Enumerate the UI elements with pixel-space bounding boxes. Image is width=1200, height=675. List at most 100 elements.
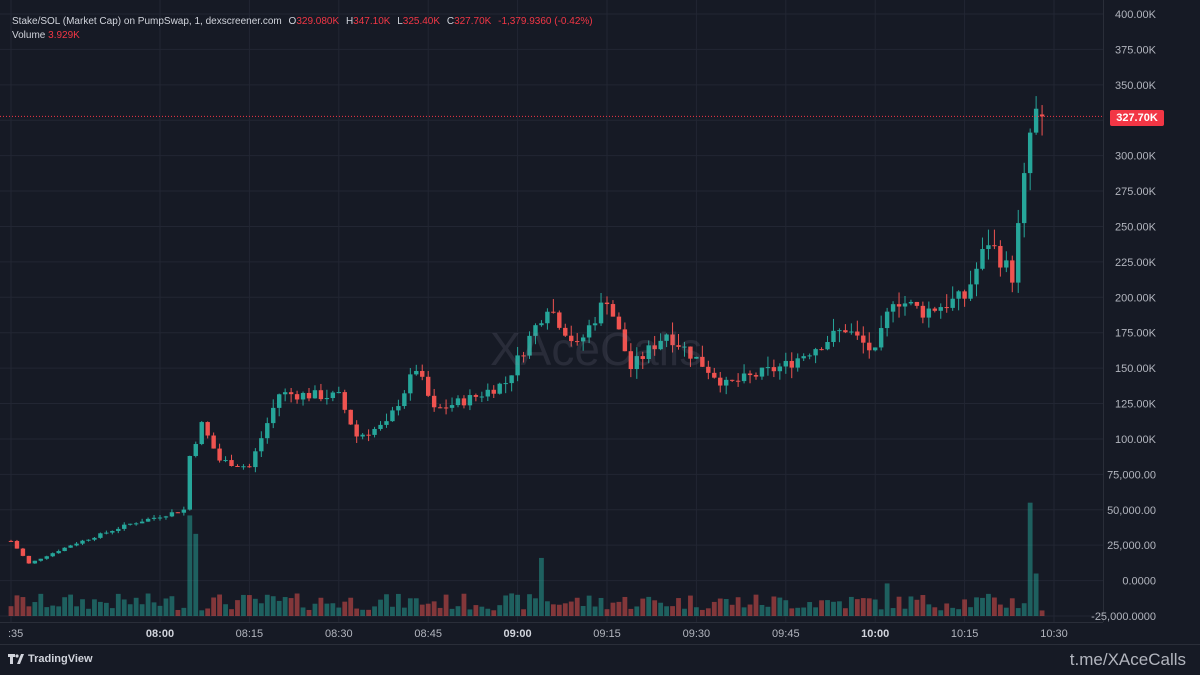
candle-body bbox=[628, 351, 634, 370]
volume-bar bbox=[133, 597, 139, 616]
volume-bar bbox=[807, 602, 813, 616]
volume-bar bbox=[294, 593, 300, 616]
candle-body bbox=[420, 370, 425, 377]
volume-bar bbox=[127, 604, 133, 616]
volume-bar bbox=[539, 557, 544, 616]
candle-body bbox=[199, 422, 204, 445]
candle-body bbox=[80, 540, 85, 544]
tradingview-brand[interactable]: TradingView bbox=[8, 653, 93, 665]
candle-body bbox=[545, 311, 550, 324]
volume-bar bbox=[533, 598, 538, 616]
candle-body bbox=[390, 410, 395, 422]
volume-bar bbox=[467, 609, 473, 616]
candle-body bbox=[539, 323, 544, 326]
candle-body bbox=[819, 349, 824, 351]
candle-body bbox=[318, 390, 324, 400]
volume-bar bbox=[944, 603, 950, 616]
volume-bar bbox=[62, 597, 68, 616]
volume-bar bbox=[175, 609, 181, 616]
candle-body bbox=[765, 367, 771, 369]
price-tick-label: 400.00K bbox=[1115, 9, 1157, 21]
candle-body bbox=[229, 460, 234, 467]
volume-bar bbox=[664, 606, 669, 616]
current-price-tag: 327.70K bbox=[1110, 110, 1164, 126]
candle-body bbox=[515, 355, 520, 376]
open-label: O bbox=[288, 16, 297, 27]
volume-bar bbox=[938, 610, 944, 616]
close-label: C bbox=[446, 16, 455, 27]
candle-body bbox=[44, 556, 49, 559]
volume-bar bbox=[20, 597, 26, 616]
volume-bar bbox=[783, 600, 789, 616]
candle-body bbox=[187, 455, 192, 510]
candle-body bbox=[312, 390, 318, 399]
candle-body bbox=[8, 540, 14, 542]
volume-bar bbox=[407, 598, 413, 616]
volume-bar bbox=[711, 601, 717, 616]
low-label: L bbox=[397, 16, 403, 27]
time-tick-label: 10:00 bbox=[861, 628, 889, 640]
volume-bar bbox=[747, 604, 753, 616]
volume-bar bbox=[729, 604, 735, 616]
candle-body bbox=[145, 518, 151, 522]
time-tick-label: 09:15 bbox=[593, 628, 621, 640]
volume-bar bbox=[825, 600, 830, 616]
volume-bar bbox=[962, 599, 967, 616]
candle-body bbox=[235, 466, 240, 468]
volume-bar bbox=[598, 597, 604, 616]
candle-body bbox=[217, 448, 222, 461]
volume-bar bbox=[950, 607, 956, 616]
volume-bar bbox=[896, 596, 902, 616]
candle-body bbox=[205, 422, 210, 436]
candle-body bbox=[467, 395, 473, 406]
candle-body bbox=[282, 392, 288, 395]
volume-value: 3.929K bbox=[48, 30, 80, 41]
volume-bar bbox=[8, 606, 14, 616]
price-tick-label: 375.00K bbox=[1115, 44, 1157, 56]
volume-bar bbox=[151, 602, 157, 616]
volume-bar bbox=[103, 602, 109, 616]
volume-bar bbox=[884, 583, 890, 616]
candle-body bbox=[277, 394, 282, 408]
price-tick-label: 200.00K bbox=[1115, 292, 1157, 304]
volume-bar bbox=[890, 608, 896, 616]
volume-bar bbox=[503, 595, 509, 616]
volume-bar bbox=[705, 608, 711, 616]
price-tick-label: 250.00K bbox=[1115, 221, 1157, 233]
volume-bar bbox=[699, 609, 705, 616]
time-tick-label: 08:00 bbox=[146, 628, 174, 640]
open-value: 329.080K bbox=[296, 16, 340, 27]
price-tick-label: 275.00K bbox=[1115, 186, 1157, 198]
candle-body bbox=[271, 407, 276, 424]
candle-body bbox=[753, 375, 759, 377]
candle-body bbox=[497, 383, 502, 394]
telegram-link[interactable]: t.me/XAceCalls bbox=[1069, 650, 1186, 669]
volume-bar bbox=[765, 606, 771, 616]
candle-body bbox=[777, 366, 783, 372]
volume-bar bbox=[789, 608, 795, 616]
candle-body bbox=[384, 421, 389, 425]
volume-bar bbox=[479, 606, 485, 616]
volume-bar bbox=[717, 598, 723, 616]
high-label: H bbox=[345, 16, 354, 27]
candle-body bbox=[408, 374, 413, 394]
volume-bar bbox=[324, 603, 330, 616]
candle-body bbox=[801, 356, 806, 359]
candle-body bbox=[622, 329, 628, 352]
candle-body bbox=[128, 523, 133, 525]
candle-body bbox=[92, 537, 97, 540]
candle-body bbox=[426, 376, 431, 396]
candle-body bbox=[670, 334, 675, 346]
volume-bar bbox=[384, 594, 389, 616]
volume-bar bbox=[646, 596, 652, 616]
volume-bar bbox=[813, 607, 818, 616]
volume-bar bbox=[741, 607, 747, 616]
candle-body bbox=[735, 380, 741, 382]
volume-bar bbox=[342, 601, 348, 616]
volume-bar bbox=[837, 601, 842, 616]
candle-body bbox=[521, 355, 526, 357]
volume-bar bbox=[914, 599, 920, 616]
candle-body bbox=[652, 345, 657, 350]
volume-bar bbox=[306, 609, 312, 616]
